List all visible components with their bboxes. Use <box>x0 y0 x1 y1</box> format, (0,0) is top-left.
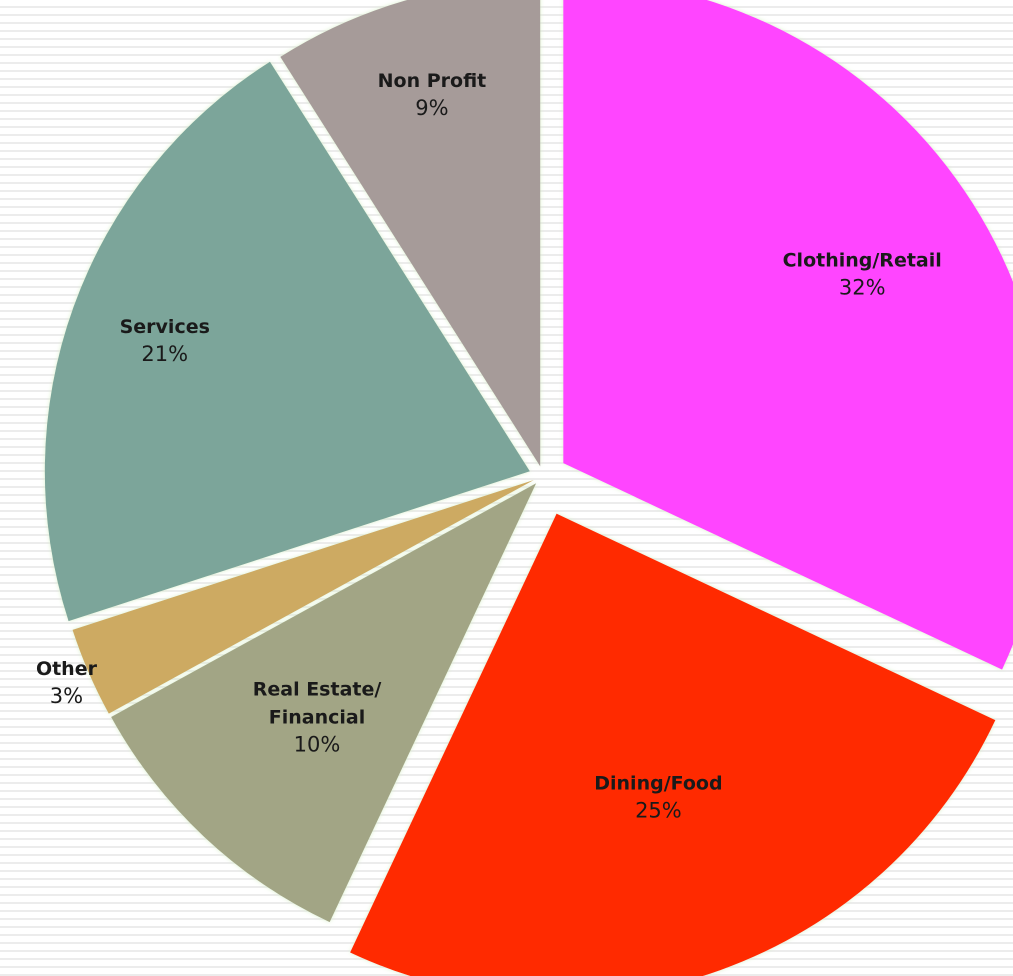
slice-percent-label: 21% <box>141 342 188 366</box>
slice-label-text: Clothing/Retail <box>783 249 942 271</box>
slice-percent-label: 9% <box>415 96 448 120</box>
slice-percent-label: 25% <box>635 799 682 823</box>
slice-label-services: Services 21% <box>120 316 210 366</box>
slice-label-text: Real Estate/ <box>253 679 382 701</box>
pie-slice-services <box>44 61 530 622</box>
pie-slice-clothing-retail <box>563 0 1013 670</box>
pie-slices <box>44 0 1013 976</box>
slice-label-text: Services <box>120 316 210 338</box>
slice-label-other: Other 3% <box>36 658 98 708</box>
pie-slice-other <box>72 479 534 714</box>
pie-slice-dining-food <box>350 513 996 976</box>
slice-label-text: Other <box>36 658 98 680</box>
slice-labels: Clothing/Retail 32% Dining/Food 25% Real Est… <box>36 70 942 823</box>
slice-label-real-estate-financial: Real Estate/Financial 10% <box>253 679 382 757</box>
slice-label-text: Non Profit <box>378 70 487 92</box>
slice-label-text: Dining/Food <box>594 773 722 795</box>
slice-percent-label: 10% <box>294 733 341 757</box>
slice-label-clothing-retail: Clothing/Retail 32% <box>783 249 942 299</box>
slice-label-text: Financial <box>269 707 365 729</box>
slice-percent-label: 3% <box>50 684 83 708</box>
pie-slice-real-estate-financial <box>111 483 537 923</box>
slice-percent-label: 32% <box>839 275 886 299</box>
pie-slice-non-profit <box>280 0 541 467</box>
slice-label-dining-food: Dining/Food 25% <box>594 773 722 823</box>
slice-label-non-profit: Non Profit 9% <box>378 70 487 120</box>
